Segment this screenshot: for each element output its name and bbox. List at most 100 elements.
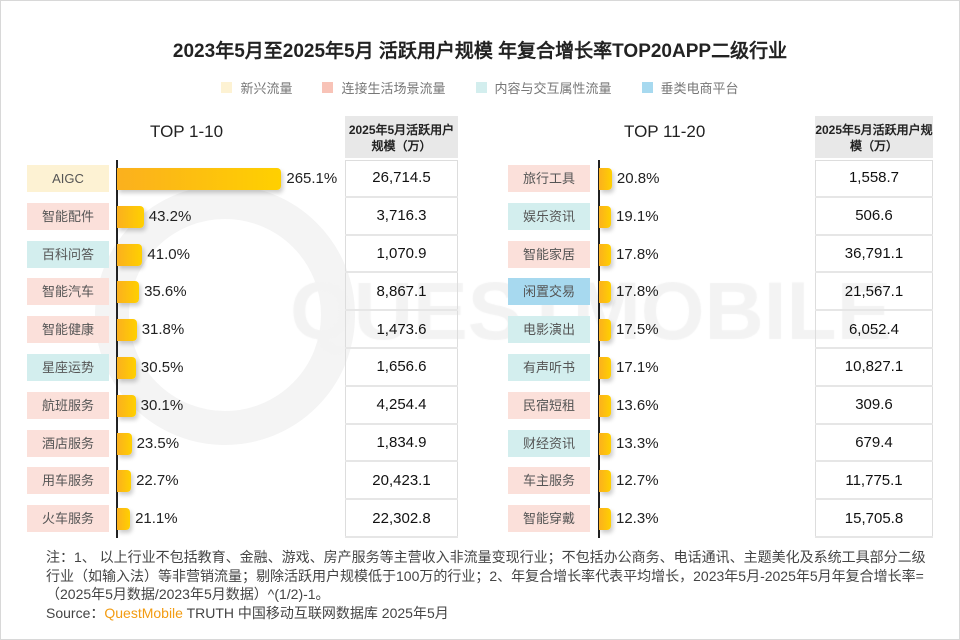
bar (117, 319, 137, 342)
bar (599, 319, 611, 342)
users-cell: 26,714.5 (345, 160, 458, 198)
value-label: 19.1% (616, 207, 659, 225)
category-label: 航班服务 (27, 391, 109, 419)
category-label: 智能家居 (508, 240, 590, 268)
bar (117, 357, 136, 379)
value-label: 265.1% (286, 170, 338, 187)
value-label: 13.3% (616, 434, 659, 452)
users-cell: 22,302.8 (345, 500, 458, 538)
legend: 新兴流量 连接生活场景流量 内容与交互属性流量 垂类电商平台 (0, 78, 960, 97)
value-label: 21.1% (135, 510, 178, 528)
users-cell: 10,827.1 (815, 349, 933, 387)
value-label: 23.5% (136, 434, 180, 452)
bar (599, 508, 611, 531)
bar (599, 432, 611, 455)
legend-swatch (322, 82, 334, 93)
bar (117, 394, 136, 417)
users-cell: 1,558.7 (815, 160, 933, 198)
category-label: 闲置交易 (508, 278, 590, 306)
source-brand: QuestMobile (104, 604, 183, 621)
category-label: 财经资讯 (508, 429, 590, 457)
legend-swatch (475, 82, 487, 93)
category-label: 酒店服务 (27, 429, 109, 457)
category-label: 民宿短租 (508, 391, 590, 419)
users-cell: 309.6 (815, 387, 933, 425)
legend-swatch (221, 82, 233, 93)
value-label: 43.2% (148, 207, 192, 225)
bar (117, 508, 131, 531)
value-label: 17.8% (616, 283, 659, 301)
users-cell: 20,423.1 (345, 462, 458, 501)
legend-swatch (641, 82, 653, 93)
value-label: 12.7% (616, 472, 659, 490)
value-label: 30.5% (140, 359, 184, 376)
bar (117, 281, 140, 304)
users-cell: 506.6 (815, 198, 933, 236)
axis-line (598, 160, 600, 538)
legend-label: 新兴流量 (240, 81, 293, 96)
bar (599, 470, 611, 493)
footnote: 注：1、 以上行业不包括教育、金融、游戏、房产服务等主营收入非流量变现行业；不包… (46, 548, 926, 622)
category-label: 智能配件 (27, 202, 109, 230)
category-label: 车主服务 (508, 467, 590, 495)
value-label: 22.7% (136, 472, 179, 490)
bar (117, 205, 144, 228)
users-cell: 1,834.9 (345, 425, 458, 463)
value-label: 35.6% (144, 283, 187, 301)
bar (599, 357, 611, 379)
users-cell: 6,052.4 (815, 311, 933, 349)
category-label: AIGC (27, 165, 109, 192)
users-cell: 1,070.9 (345, 236, 458, 274)
bar (599, 168, 612, 190)
bar (599, 281, 611, 304)
bar (117, 168, 282, 190)
value-label: 17.5% (616, 321, 659, 339)
category-label: 旅行工具 (508, 165, 590, 192)
bar (599, 205, 611, 228)
users-cell: 36,791.1 (815, 236, 933, 274)
users-cell: 11,775.1 (815, 462, 933, 501)
source-rest: TRUTH 中国移动互联网数据库 2025年5月 (182, 604, 449, 621)
legend-item: 内容与交互属性流量 (475, 78, 612, 97)
legend-item: 新兴流量 (221, 78, 292, 97)
category-label: 智能汽车 (27, 278, 109, 306)
value-label: 20.8% (616, 170, 660, 187)
value-label: 30.1% (140, 396, 184, 414)
category-label: 智能健康 (27, 316, 109, 344)
category-label: 百科问答 (27, 240, 109, 268)
category-label: 火车服务 (27, 505, 109, 533)
value-label: 17.8% (616, 245, 659, 263)
bar (599, 243, 611, 266)
axis-line (116, 160, 118, 538)
value-label: 13.6% (616, 396, 659, 414)
users-cell: 8,867.1 (345, 273, 458, 312)
users-cell: 1,656.6 (345, 349, 458, 387)
legend-label: 垂类电商平台 (660, 81, 739, 96)
chart-title: 2023年5月至2025年5月 活跃用户规模 年复合增长率TOP20APP二级行… (172, 41, 788, 62)
users-cell: 1,473.6 (345, 311, 458, 349)
category-label: 星座运势 (27, 354, 109, 381)
bar (117, 243, 143, 266)
category-label: 用车服务 (27, 467, 109, 495)
value-label: 17.1% (616, 359, 659, 376)
legend-label: 连接生活场景流量 (341, 81, 446, 96)
value-label: 31.8% (141, 321, 185, 339)
legend-label: 内容与交互属性流量 (494, 81, 612, 96)
source-line: Source：QuestMobile TRUTH 中国移动互联网数据库 2025… (46, 604, 926, 623)
legend-item: 连接生活场景流量 (322, 78, 446, 97)
users-cell: 4,254.4 (345, 387, 458, 425)
value-label: 41.0% (147, 245, 190, 263)
bar (117, 432, 132, 455)
section-title-top11-20: TOP 11-20 (624, 122, 706, 141)
note-text: 注：1、 以上行业不包括教育、金融、游戏、房产服务等主营收入非流量变现行业；不包… (46, 549, 926, 602)
category-label: 有声听书 (508, 354, 590, 381)
bar (599, 394, 611, 417)
category-label: 智能穿戴 (508, 505, 590, 533)
category-label: 电影演出 (508, 316, 590, 344)
users-cell: 15,705.8 (815, 500, 933, 538)
category-label: 娱乐资讯 (508, 202, 590, 230)
source-prefix: Source： (46, 604, 105, 621)
section-title-top1-10: TOP 1-10 (150, 122, 224, 141)
legend-item: 垂类电商平台 (641, 78, 739, 97)
table-header: 2025年5月活跃用户规模（万） (815, 116, 933, 158)
